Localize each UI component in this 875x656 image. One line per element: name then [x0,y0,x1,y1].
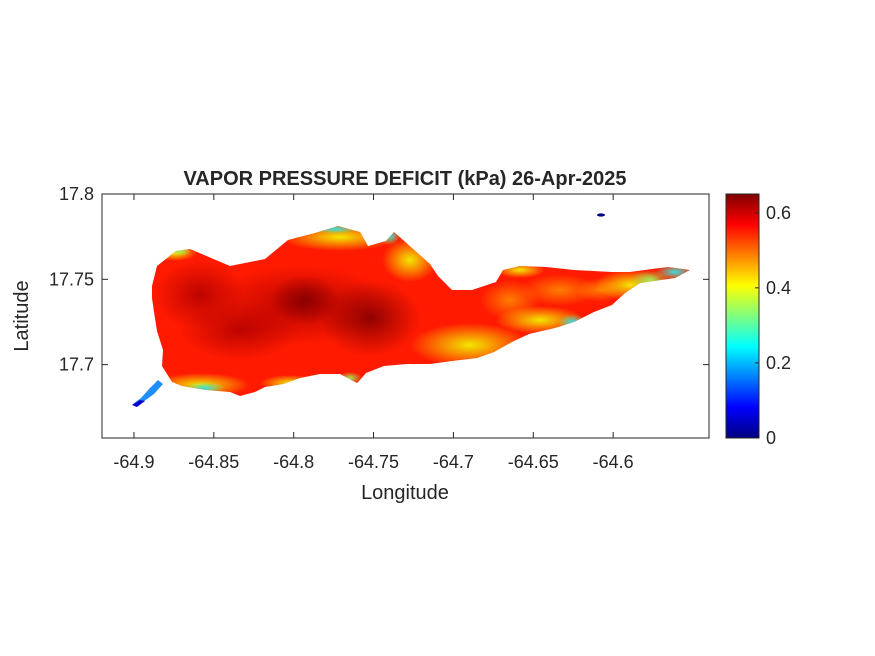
x-tick-label: -64.65 [508,452,559,472]
x-tick-label: -64.7 [433,452,474,472]
colorbar-gradient [726,194,759,438]
x-tick-label: -64.85 [188,452,239,472]
y-tick-label: 17.75 [49,269,94,289]
colorbar: 0 0.2 0.4 0.6 [725,193,791,448]
x-tick-label: -64.9 [113,452,154,472]
x-axis-label: Longitude [361,482,449,504]
y-tick-label: 17.8 [59,184,94,204]
colorbar-tick-label: 0 [766,428,776,448]
x-tick-label: -64.6 [593,452,634,472]
x-axis: -64.9 -64.85 -64.8 -64.75 -64.7 -64.65 -64.6 [113,194,634,472]
island-heatmap [152,226,690,396]
vpd-map [132,213,690,407]
axes-frame [101,193,710,439]
chart-title: VAPOR PRESSURE DEFICIT (kPa) 26-Apr-2025 [183,168,626,190]
colorbar-tick-label: 0.6 [766,203,791,223]
x-tick-label: -64.8 [273,452,314,472]
x-tick-label: -64.75 [348,452,399,472]
northeast-islet [597,213,605,217]
colorbar-tick-label: 0.4 [766,278,791,298]
southwest-peninsula-tip [132,400,145,407]
y-tick-label: 17.7 [59,355,94,375]
colorbar-frame [725,193,760,439]
colorbar-ticks: 0 0.2 0.4 0.6 [755,203,791,448]
y-axis-label: Latitude [11,280,33,351]
y-axis: 17.7 17.75 17.8 [49,184,709,375]
colorbar-tick-label: 0.2 [766,353,791,373]
